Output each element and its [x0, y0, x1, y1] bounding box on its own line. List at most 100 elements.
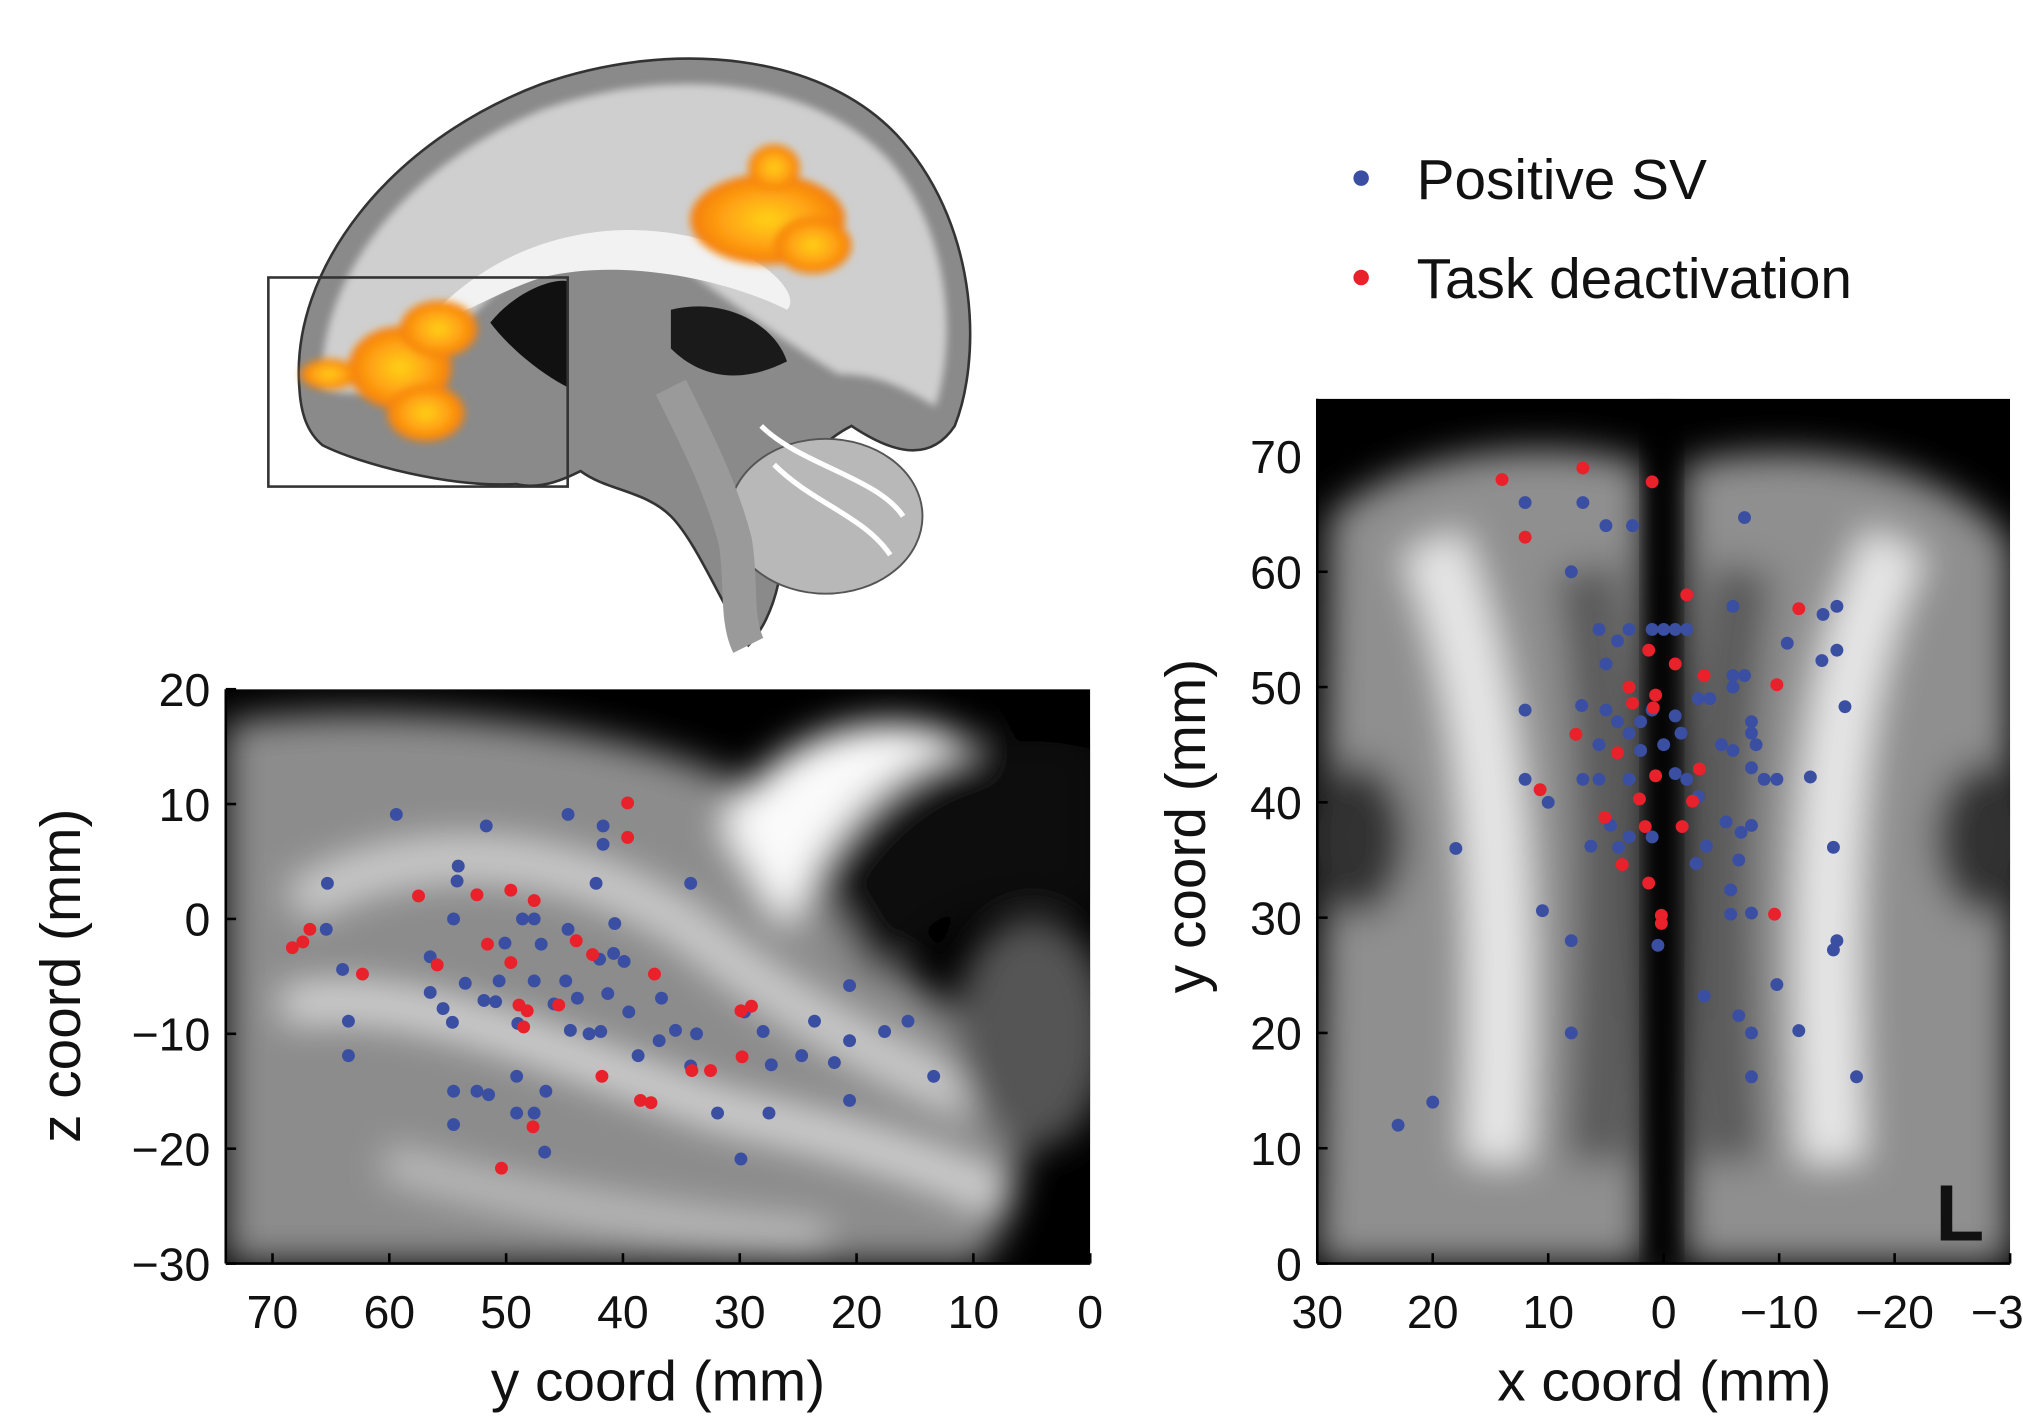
point [1426, 1096, 1439, 1109]
point [1770, 773, 1783, 786]
point [1727, 669, 1740, 682]
point [621, 796, 634, 809]
point [795, 1049, 808, 1062]
point [1584, 840, 1597, 853]
point [1657, 738, 1670, 751]
legend-label: Positive SV [1417, 149, 1707, 212]
point [1669, 709, 1682, 722]
point [303, 923, 316, 936]
point [480, 819, 493, 832]
y-tick-label: 40 [1250, 777, 1302, 829]
point [1646, 475, 1659, 488]
point [843, 1034, 856, 1047]
point [1639, 820, 1652, 833]
point [499, 937, 512, 950]
point [828, 1056, 841, 1069]
point [527, 1120, 540, 1133]
point [390, 808, 403, 821]
point [1850, 1070, 1863, 1083]
point [1839, 700, 1852, 713]
point [1817, 608, 1830, 621]
point [1576, 773, 1589, 786]
point [342, 1015, 355, 1028]
x-tick-label: 20 [1407, 1286, 1459, 1338]
point [1593, 773, 1606, 786]
point [704, 1064, 717, 1077]
point [648, 968, 661, 981]
point [559, 975, 572, 988]
point [1576, 462, 1589, 475]
point [757, 1025, 770, 1038]
point [1623, 727, 1636, 740]
point [1655, 917, 1668, 930]
point [1792, 1024, 1805, 1037]
point [521, 1004, 534, 1017]
point [1675, 727, 1688, 740]
x-tick-label: 50 [480, 1286, 532, 1338]
point [1703, 692, 1716, 705]
point [1770, 978, 1783, 991]
point [1623, 681, 1636, 694]
point [1715, 738, 1728, 751]
point [1576, 496, 1589, 509]
point [1770, 678, 1783, 691]
point [597, 819, 610, 832]
point [1727, 600, 1740, 613]
point [1745, 727, 1758, 740]
point [1690, 857, 1703, 870]
y-tick-label: −20 [132, 1123, 211, 1175]
x-tick-label: −20 [1855, 1286, 1934, 1338]
point [552, 999, 565, 1012]
point [489, 995, 502, 1008]
point [1727, 744, 1740, 757]
point [1542, 796, 1555, 809]
point [1724, 908, 1737, 921]
point [1519, 704, 1532, 717]
point [878, 1025, 891, 1038]
point [528, 894, 541, 907]
point [1599, 704, 1612, 717]
point [1633, 792, 1646, 805]
point [1392, 1119, 1405, 1132]
point [763, 1107, 776, 1120]
point [1781, 637, 1794, 650]
point [645, 1096, 658, 1109]
x-tick-label: 30 [1291, 1286, 1343, 1338]
point [745, 1000, 758, 1013]
point [621, 831, 634, 844]
point [1768, 908, 1781, 921]
point [535, 938, 548, 951]
point [562, 808, 575, 821]
point [1593, 623, 1606, 636]
point [1623, 623, 1636, 636]
point [528, 912, 541, 925]
point [1745, 907, 1758, 920]
point [927, 1070, 940, 1083]
point [336, 963, 349, 976]
point [431, 958, 444, 971]
point [902, 1015, 915, 1028]
point [1496, 473, 1509, 486]
point [452, 860, 465, 873]
point [808, 1015, 821, 1028]
y-tick-label: 30 [1250, 892, 1302, 944]
point [1738, 511, 1751, 524]
point [1680, 588, 1693, 601]
point [571, 992, 584, 1005]
point [447, 1118, 460, 1131]
point [570, 934, 583, 947]
point [1536, 904, 1549, 917]
point [690, 1027, 703, 1040]
point [1616, 858, 1629, 871]
point [1732, 854, 1745, 867]
point [321, 877, 334, 890]
point [597, 838, 610, 851]
point [595, 1070, 608, 1083]
point [669, 1024, 682, 1037]
point [607, 947, 620, 960]
point [447, 912, 460, 925]
point [1565, 934, 1578, 947]
x-tick-label: 40 [597, 1286, 649, 1338]
point [528, 1107, 541, 1120]
point [482, 1088, 495, 1101]
